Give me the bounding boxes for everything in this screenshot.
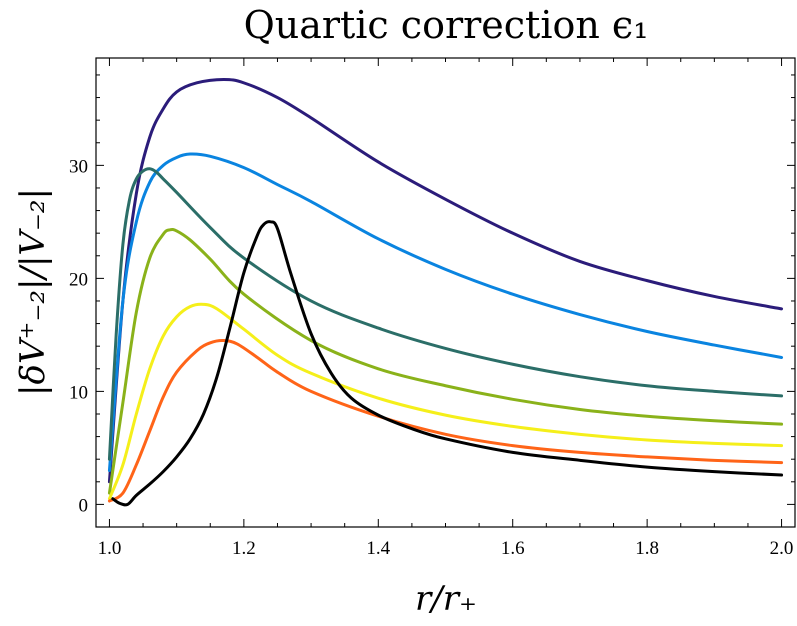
x-axis-label: r/r₊: [415, 579, 477, 619]
series-line-5: [107, 302, 784, 501]
y-tick-label: 0: [79, 495, 89, 516]
series-line-7: [111, 220, 784, 507]
series-line-1: [107, 77, 784, 484]
y-tick-label: 20: [69, 269, 88, 290]
series-line-3: [107, 167, 784, 461]
tick-layer: 1.0 1.2 1.4 1.6 1.8 2.0 0 10 20 30: [69, 58, 795, 559]
chart-title: Quartic correction ϵ₁: [244, 3, 649, 47]
series-layer: [107, 77, 784, 507]
series-line-6: [107, 339, 784, 503]
series-line-4: [107, 227, 784, 495]
x-tick-label: 1.8: [635, 538, 659, 559]
y-tick-label: 30: [69, 156, 88, 177]
y-tick-label: 10: [69, 382, 88, 403]
x-tick-label: 1.0: [98, 538, 122, 559]
x-tick-label: 1.6: [501, 538, 525, 559]
x-tick-label: 1.4: [366, 538, 390, 559]
x-tick-label: 1.2: [232, 538, 256, 559]
x-tick-label: 2.0: [770, 538, 794, 559]
series-line-2: [107, 152, 784, 472]
y-axis-label: |δV⁺₋₂|/|V₋₂|: [13, 188, 53, 396]
